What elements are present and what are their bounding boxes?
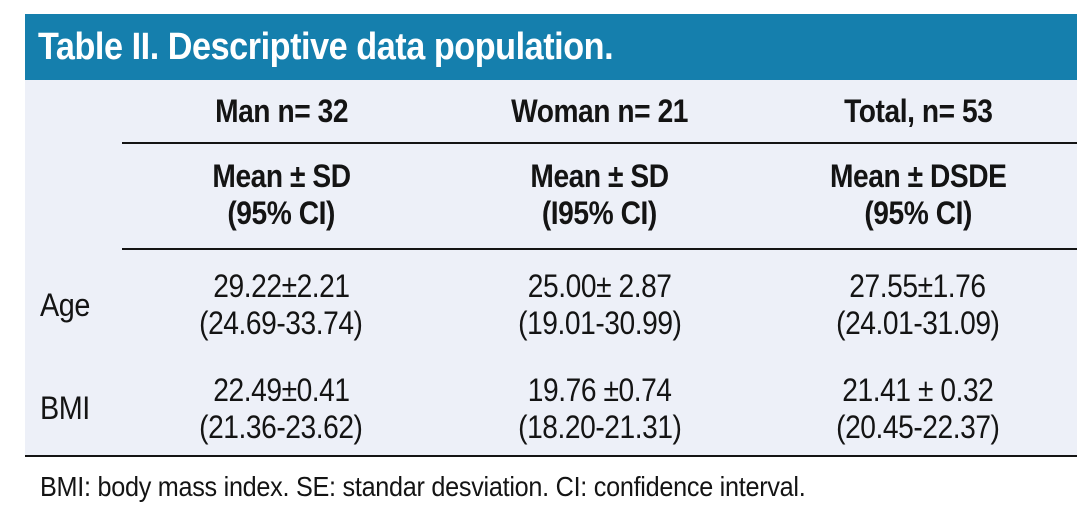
table-footnote-text: BMI: body mass index. SE: standar desvia… [40, 471, 806, 502]
col-header-total: Total, n= 53 [759, 80, 1077, 142]
cell-age-woman-mean: 25.00± 2.87 [527, 268, 672, 304]
subheader-total-line1: Mean ± DSDE [829, 158, 1007, 194]
subheader-man-line1: Mean ± SD [212, 158, 351, 194]
col-header-woman: Woman n= 21 [440, 80, 758, 142]
cell-bmi-total-mean: 21.41 ± 0.32 [842, 371, 994, 408]
cell-age-total-ci: (24.01-31.09) [836, 305, 1000, 341]
cell-bmi-woman: 19.76 ±0.74 (18.20-21.31) [440, 362, 758, 455]
table-title: Table II. Descriptive data population. [38, 25, 614, 68]
cell-bmi-total-ci: (20.45-22.37) [836, 408, 1000, 445]
cell-bmi-woman-mean: 19.76 ±0.74 [527, 371, 672, 408]
table-footnote: BMI: body mass index. SE: standar desvia… [40, 471, 891, 503]
cell-age-total-mean: 27.55±1.76 [849, 268, 987, 304]
subheader-spacer-cell [25, 142, 122, 248]
col-header-man-label: Man n= 32 [214, 92, 348, 129]
cell-age-man-mean: 29.22±2.21 [212, 268, 350, 304]
col-header-total-label: Total, n= 53 [843, 92, 993, 129]
table-body: Man n= 32 Woman n= 21 Total, n= 53 Mean … [25, 80, 1077, 457]
subheader-total: Mean ± DSDE (95% CI) [759, 142, 1077, 248]
cell-age-man: 29.22±2.21 (24.69-33.74) [122, 248, 440, 362]
row-label-bmi: BMI [25, 362, 122, 455]
row-label-age-text: Age [40, 286, 90, 323]
cell-bmi-man: 22.49±0.41 (21.36-23.62) [122, 362, 440, 455]
cell-bmi-man-ci: (21.36-23.62) [199, 408, 363, 445]
subheader-woman: Mean ± SD (I95% CI) [440, 142, 758, 248]
subheader-man: Mean ± SD (95% CI) [122, 142, 440, 248]
table-title-band: Table II. Descriptive data population. [25, 14, 1077, 80]
cell-bmi-woman-ci: (18.20-21.31) [517, 408, 682, 445]
row-label-age: Age [25, 248, 122, 362]
corner-cell [25, 80, 122, 142]
cell-bmi-man-mean: 22.49±0.41 [212, 371, 350, 408]
row-label-bmi-text: BMI [40, 390, 90, 426]
cell-bmi-total: 21.41 ± 0.32 (20.45-22.37) [759, 362, 1077, 455]
cell-age-total: 27.55±1.76 (24.01-31.09) [759, 248, 1077, 362]
cell-age-man-ci: (24.69-33.74) [199, 305, 363, 341]
subheader-rule [122, 248, 1077, 250]
cell-age-woman: 25.00± 2.87 (19.01-30.99) [440, 248, 758, 362]
subheader-man-line2: (95% CI) [227, 195, 335, 231]
subheader-total-line2: (95% CI) [864, 195, 972, 231]
col-header-man: Man n= 32 [122, 80, 440, 142]
header-rule [122, 142, 1077, 144]
subheader-woman-line1: Mean ± SD [530, 158, 669, 194]
col-header-woman-label: Woman n= 21 [511, 92, 688, 129]
cell-age-woman-ci: (19.01-30.99) [517, 305, 682, 341]
subheader-woman-line2: (I95% CI) [542, 195, 657, 231]
